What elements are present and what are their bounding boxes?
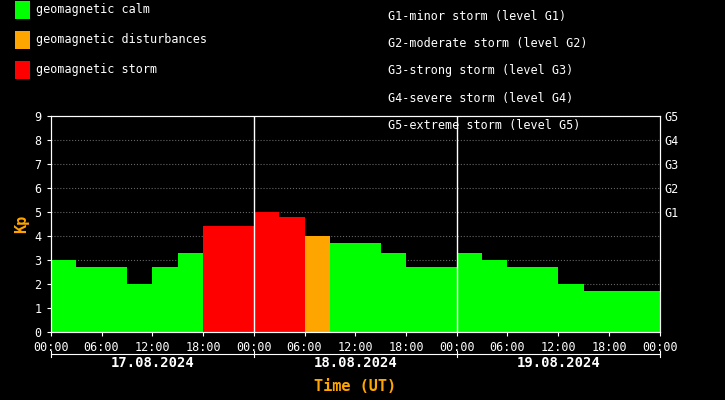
Bar <box>431 267 457 332</box>
Bar <box>482 260 507 332</box>
Bar <box>584 291 609 332</box>
Bar <box>304 236 330 332</box>
Bar <box>254 212 279 332</box>
Bar <box>228 226 254 332</box>
Text: 19.08.2024: 19.08.2024 <box>516 356 600 370</box>
Bar <box>152 267 178 332</box>
Bar <box>634 291 660 332</box>
Bar <box>533 267 558 332</box>
Text: Time (UT): Time (UT) <box>314 379 397 394</box>
Bar <box>279 217 304 332</box>
Bar <box>76 267 102 332</box>
Bar <box>330 243 355 332</box>
Bar <box>355 243 381 332</box>
Bar <box>609 291 634 332</box>
Bar <box>457 253 482 332</box>
Bar <box>406 267 431 332</box>
Text: geomagnetic calm: geomagnetic calm <box>36 4 150 16</box>
Text: geomagnetic storm: geomagnetic storm <box>36 64 157 76</box>
Text: G2-moderate storm (level G2): G2-moderate storm (level G2) <box>388 37 587 50</box>
Bar <box>558 284 584 332</box>
Y-axis label: Kp: Kp <box>14 215 29 233</box>
Bar <box>203 226 228 332</box>
Text: G5-extreme storm (level G5): G5-extreme storm (level G5) <box>388 119 580 132</box>
Bar <box>507 267 533 332</box>
Text: G1-minor storm (level G1): G1-minor storm (level G1) <box>388 10 566 23</box>
Text: 17.08.2024: 17.08.2024 <box>110 356 194 370</box>
Bar <box>102 267 127 332</box>
Bar <box>51 260 76 332</box>
Text: G3-strong storm (level G3): G3-strong storm (level G3) <box>388 64 573 78</box>
Bar <box>381 253 406 332</box>
Bar <box>178 253 203 332</box>
Text: 18.08.2024: 18.08.2024 <box>313 356 397 370</box>
Text: geomagnetic disturbances: geomagnetic disturbances <box>36 34 207 46</box>
Text: G4-severe storm (level G4): G4-severe storm (level G4) <box>388 92 573 105</box>
Bar <box>127 284 152 332</box>
